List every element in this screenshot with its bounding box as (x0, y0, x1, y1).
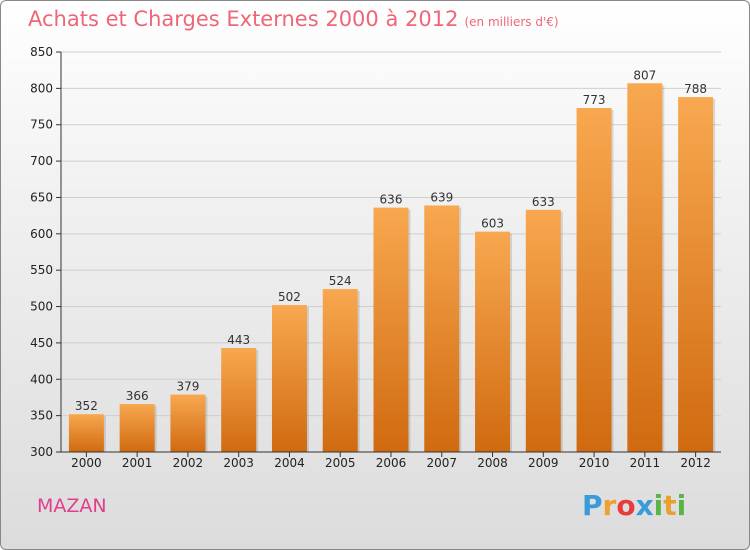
chart-title-text: Achats et Charges Externes 2000 à 2012 (28, 7, 459, 31)
y-tick-label: 450 (30, 336, 53, 350)
logo-letter: o (616, 489, 636, 522)
bar-2005 (322, 289, 358, 452)
bar-2002 (170, 394, 206, 452)
logo-letter: i (653, 489, 664, 522)
y-tick-label: 650 (30, 190, 53, 204)
y-tick-label: 700 (30, 154, 53, 168)
y-tick-label: 850 (30, 45, 53, 59)
value-label: 633 (532, 195, 555, 209)
value-label: 502 (278, 290, 301, 304)
value-label: 443 (227, 333, 250, 347)
x-tick-label: 2012 (680, 456, 711, 470)
x-tick-label: 2011 (630, 456, 661, 470)
y-tick-label: 350 (30, 409, 53, 423)
bar-2006 (373, 207, 409, 452)
bar-2012 (678, 97, 714, 452)
bar-2010 (576, 108, 612, 452)
bar-2001 (119, 404, 155, 452)
x-tick-label: 2009 (528, 456, 559, 470)
value-label: 379 (176, 380, 199, 394)
y-tick-label: 550 (30, 263, 53, 277)
value-label: 773 (583, 93, 606, 107)
bar-2004 (271, 305, 307, 452)
y-tick-label: 800 (30, 81, 53, 95)
x-tick-label: 2002 (173, 456, 204, 470)
x-tick-label: 2005 (325, 456, 356, 470)
bar-2007 (424, 205, 460, 452)
value-label: 807 (633, 68, 656, 82)
value-label: 636 (380, 193, 403, 207)
y-tick-label: 750 (30, 118, 53, 132)
x-tick-label: 2000 (71, 456, 102, 470)
value-label: 366 (126, 389, 149, 403)
logo-letter: i (676, 489, 687, 522)
x-tick-label: 2010 (579, 456, 610, 470)
bar-2000 (68, 414, 104, 452)
y-tick-label: 500 (30, 300, 53, 314)
chart-title: Achats et Charges Externes 2000 à 2012 (e… (28, 7, 559, 31)
bar-2003 (221, 348, 257, 452)
y-tick-label: 300 (30, 445, 53, 459)
value-label: 639 (430, 190, 453, 204)
value-label: 788 (684, 82, 707, 96)
value-label: 524 (329, 274, 352, 288)
logo-letter: x (635, 489, 654, 522)
bar-2009 (525, 209, 561, 452)
x-tick-label: 2007 (426, 456, 457, 470)
bar-2008 (475, 231, 511, 452)
x-tick-label: 2003 (223, 456, 254, 470)
logo-letter: P (582, 489, 603, 522)
logo-letter: r (602, 489, 617, 522)
bar-2011 (627, 83, 663, 452)
proxiti-logo: Proxiti (582, 489, 686, 522)
chart-unit: (en milliers d'€) (464, 15, 559, 29)
value-label: 352 (75, 399, 98, 413)
x-tick-label: 2006 (376, 456, 407, 470)
y-tick-label: 400 (30, 372, 53, 386)
x-tick-label: 2001 (122, 456, 153, 470)
logo-letter: t (663, 489, 677, 522)
value-label: 603 (481, 217, 504, 231)
x-tick-label: 2008 (477, 456, 508, 470)
x-tick-label: 2004 (274, 456, 305, 470)
y-tick-label: 600 (30, 227, 53, 241)
town-name: MAZAN (37, 495, 107, 517)
